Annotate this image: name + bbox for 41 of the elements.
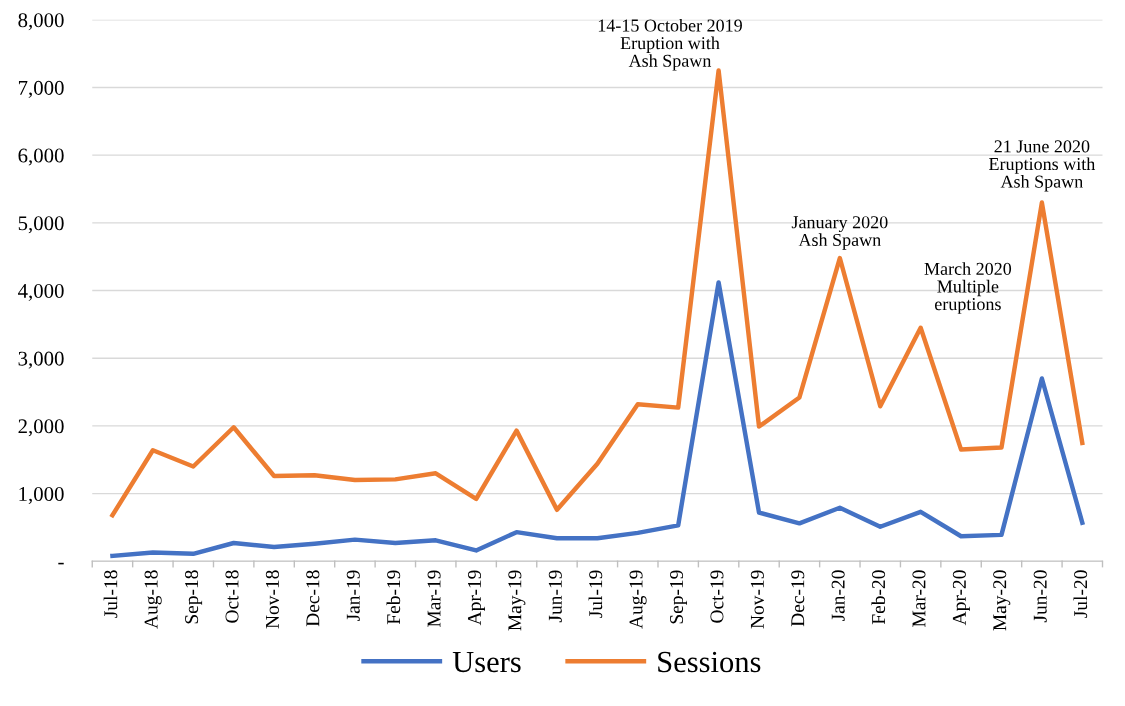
- x-tick-label: Apr-19: [467, 570, 485, 626]
- x-tick-label: Jul-20: [1073, 570, 1088, 618]
- line-series: [110, 280, 1085, 559]
- x-tick-label: Mar-20: [912, 570, 926, 627]
- x-tick-label: Aug-18: [144, 570, 162, 629]
- annotation: 21 June 2020 Eruptions with Ash Spawn: [988, 140, 1096, 192]
- x-tick-label: Feb-20: [871, 570, 886, 625]
- x-tick-label: Jul-19: [588, 570, 603, 618]
- y-tick-label: 1,000: [19, 486, 64, 505]
- x-tick-label: Mar-19: [427, 570, 441, 627]
- x-tick-label: Apr-20: [952, 570, 970, 626]
- x-tick-label: Nov-18: [265, 570, 279, 629]
- annotation: 14-15 October 2019 Eruption with Ash Spawn: [598, 18, 742, 71]
- y-tick-label: 3,000: [18, 351, 64, 369]
- y-tick-label: 8,000: [18, 13, 64, 31]
- annotation: January 2020 Ash Spawn: [791, 216, 888, 250]
- x-tick-label: Oct-18: [225, 570, 239, 623]
- legend-label: Sessions: [658, 651, 761, 673]
- x-tick-label: Jun-20: [1033, 570, 1047, 623]
- x-tick-label: Sep-18: [185, 570, 203, 624]
- x-tick-label: Feb-19: [386, 570, 401, 625]
- y-tick-label: 7,000: [18, 80, 64, 98]
- x-tick-label: Oct-19: [710, 570, 724, 623]
- x-tick-label: Sep-19: [669, 570, 688, 624]
- y-tick-label: 4,000: [18, 283, 64, 301]
- x-tick-label: Aug-19: [629, 570, 647, 629]
- x-tick-label: Nov-19: [750, 570, 764, 629]
- y-tick-label: 2,000: [18, 419, 64, 437]
- x-tick-label: Dec-18: [306, 570, 320, 627]
- x-tick-label: Jul-18: [103, 570, 118, 618]
- y-tick-label: 5,000: [18, 216, 64, 234]
- y-tick-label: 6,000: [18, 148, 64, 166]
- x-tick-label: May-20: [993, 570, 1011, 631]
- x-tick-label: Jun-19: [548, 570, 562, 623]
- legend-label: Users: [452, 651, 521, 673]
- x-tick-label: Jan-19: [346, 570, 360, 622]
- x-tick-label: Jan-20: [831, 570, 845, 622]
- x-tick-label: Dec-19: [791, 570, 805, 627]
- y-tick-label: -: [58, 562, 64, 565]
- x-tick-label: May-19: [508, 570, 526, 631]
- annotation: March 2020 Multiple eruptions: [924, 262, 1012, 314]
